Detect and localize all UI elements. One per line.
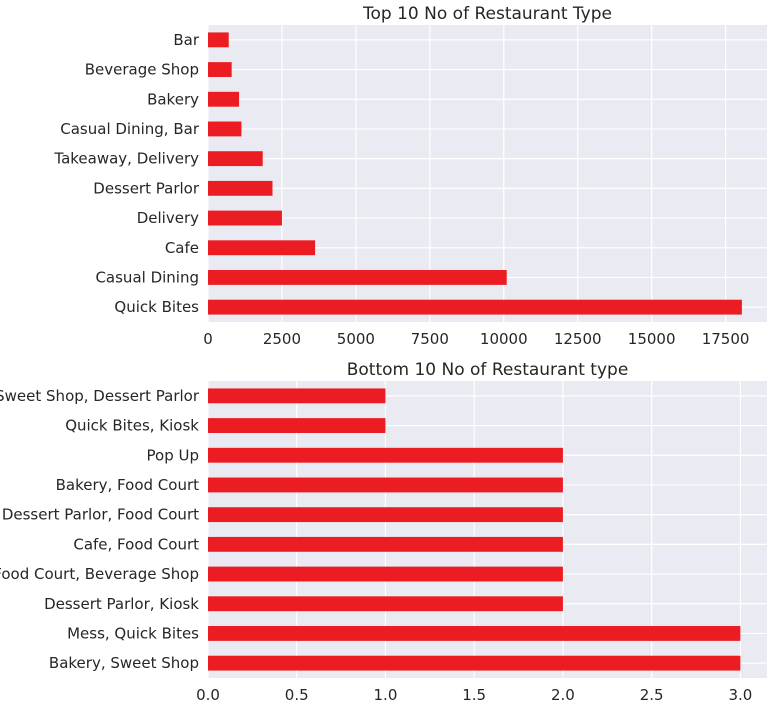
- x-tick-label: 17500: [702, 330, 750, 348]
- category-label: Dessert Parlor, Food Court: [2, 506, 199, 524]
- x-tick-label: 2.5: [640, 686, 664, 704]
- category-label: Mess, Quick Bites: [67, 624, 199, 642]
- chart-title: Top 10 No of Restaurant Type: [362, 4, 612, 24]
- category-label: Bakery: [147, 90, 199, 108]
- category-labels: Sweet Shop, Dessert Parlor Quick Bites, K…: [0, 387, 200, 672]
- x-tick-labels: 0.0 0.5 1.0 1.5 2.0 2.5 3.0: [196, 686, 752, 704]
- chart-title: Bottom 10 No of Restaurant type: [347, 360, 629, 380]
- x-tick-label: 1.5: [462, 686, 486, 704]
- x-tick-label: 7500: [411, 330, 449, 348]
- gridlines: [207, 25, 767, 322]
- bar: [208, 32, 229, 48]
- category-labels: Bar Beverage Shop Bakery Casual Dining, Bar…: [53, 31, 199, 316]
- bar: [208, 91, 240, 107]
- bars: [208, 32, 742, 315]
- x-tick-label: 5000: [337, 330, 375, 348]
- x-tick-label: 15000: [628, 330, 676, 348]
- category-label: Sweet Shop, Dessert Parlor: [0, 387, 200, 405]
- bar: [208, 655, 741, 671]
- bars: [208, 388, 741, 671]
- bar: [208, 447, 563, 463]
- bar: [208, 121, 242, 137]
- category-label: Casual Dining, Bar: [60, 120, 200, 138]
- category-label: Cafe, Food Court: [73, 535, 199, 553]
- category-label: Dessert Parlor, Kiosk: [44, 595, 199, 613]
- category-label: Pop Up: [147, 446, 199, 464]
- category-label: Beverage Shop: [85, 61, 199, 79]
- bar: [208, 180, 273, 196]
- x-tick-label: 0.0: [196, 686, 220, 704]
- x-tick-label: 0.5: [285, 686, 309, 704]
- category-label: Takeaway, Delivery: [53, 150, 199, 168]
- bar: [208, 596, 563, 612]
- bar: [208, 418, 386, 433]
- bottom-10-chart: Sweet Shop, Dessert Parlor Quick Bites, K…: [0, 360, 767, 704]
- category-label: Quick Bites, Kiosk: [65, 417, 199, 435]
- x-tick-label: 2500: [263, 330, 301, 348]
- category-label: Bar: [173, 31, 199, 49]
- bar: [208, 566, 563, 582]
- bar: [208, 299, 742, 315]
- bar: [208, 507, 563, 523]
- category-label: Bakery, Sweet Shop: [49, 654, 199, 672]
- x-tick-label: 12500: [554, 330, 602, 348]
- top-10-chart: Bar Beverage Shop Bakery Casual Dining, Bar…: [53, 4, 767, 348]
- category-label: Cafe: [165, 239, 199, 257]
- x-tick-label: 2.0: [551, 686, 575, 704]
- x-tick-labels: 0 2500 5000 7500 10000 12500 15000 17500: [203, 330, 749, 348]
- bar: [208, 62, 232, 77]
- category-label: Bakery, Food Court: [56, 476, 200, 494]
- bar: [208, 388, 386, 404]
- bar: [208, 626, 741, 641]
- x-tick-label: 10000: [480, 330, 528, 348]
- bar: [208, 151, 263, 167]
- x-tick-label: 0: [203, 330, 213, 348]
- bar: [208, 240, 316, 256]
- category-label: Delivery: [137, 209, 199, 227]
- category-label: Dessert Parlor: [93, 179, 200, 197]
- category-label: Quick Bites: [114, 298, 199, 316]
- category-label: Casual Dining: [95, 268, 199, 286]
- category-label: Food Court, Beverage Shop: [0, 565, 199, 583]
- x-tick-label: 3.0: [728, 686, 752, 704]
- x-tick-label: 1.0: [374, 686, 398, 704]
- bar: [208, 210, 282, 226]
- bar: [208, 477, 563, 493]
- bar: [208, 536, 563, 552]
- bar: [208, 270, 507, 285]
